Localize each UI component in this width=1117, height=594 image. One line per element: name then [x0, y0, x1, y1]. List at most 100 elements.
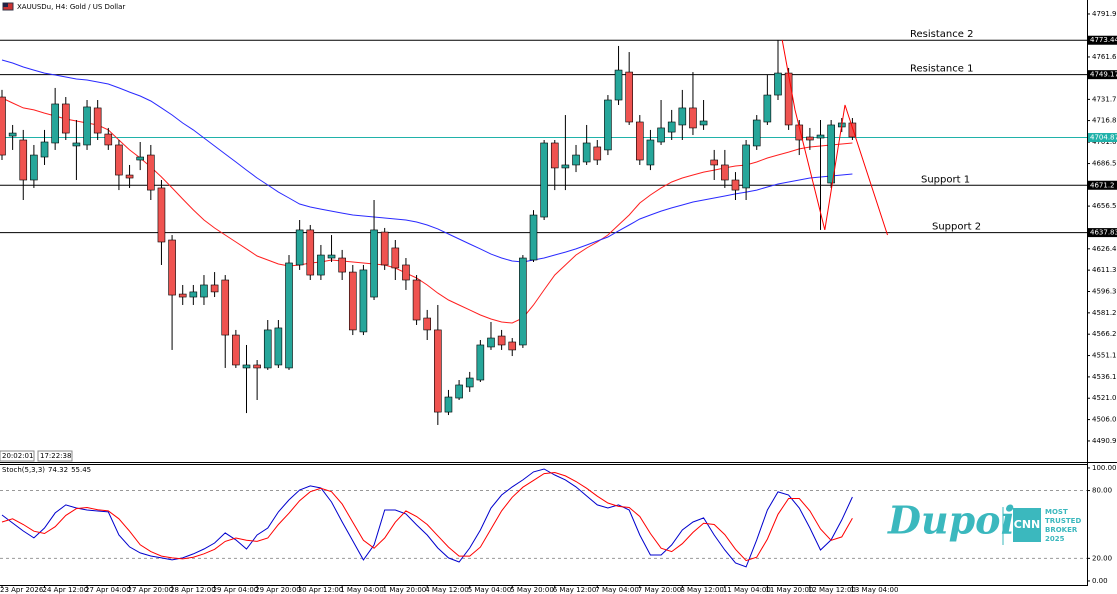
x-tick-label: 12 May 12:00 — [808, 586, 856, 594]
candle-body — [678, 107, 687, 126]
candle-body — [689, 107, 697, 129]
candle-body — [519, 257, 527, 346]
candle-body — [125, 174, 134, 179]
y-tick-label: 4686.50 — [1092, 160, 1117, 168]
candle-body — [721, 164, 729, 181]
x-tick-label: 11 May 20:00 — [765, 586, 813, 594]
candle-body — [710, 159, 719, 166]
indicator-value: Stoch(5,3,3) — [2, 466, 45, 474]
candle-body — [774, 72, 782, 96]
candle-body — [136, 156, 144, 161]
y-tick-label: 100.00 — [1092, 464, 1117, 472]
candle-body — [434, 329, 442, 413]
candle-body — [348, 271, 357, 331]
level-tag — [1088, 132, 1117, 142]
x-tick-label: 27 Apr 04:00 — [85, 586, 131, 594]
x-tick-label: 5 May 20:00 — [510, 586, 554, 594]
x-tick-label: 24 Apr 12:00 — [43, 586, 89, 594]
y-tick-label: 4731.75 — [1092, 95, 1117, 103]
candle-body — [784, 72, 793, 126]
candle-body — [699, 120, 708, 126]
candle-body — [508, 341, 517, 351]
level-tag — [1088, 228, 1117, 238]
candle-body — [752, 119, 761, 147]
y-tick-label: 4611.35 — [1092, 266, 1117, 274]
candle-body — [178, 293, 187, 298]
x-tick-label: 29 Apr 20:00 — [255, 586, 301, 594]
candle-body — [529, 214, 538, 261]
logo: Dupoin CNN MOST TRUSTED BROKER 2025 — [887, 498, 1081, 545]
x-tick-label: 5 May 04:00 — [468, 586, 512, 594]
candle-body — [763, 94, 772, 123]
candle-body — [157, 187, 166, 243]
candle-body — [497, 335, 506, 346]
candle-body — [317, 254, 325, 276]
candle-body — [242, 364, 251, 369]
candle-body — [444, 396, 453, 413]
y-tick-label: 4791.95 — [1092, 10, 1117, 18]
y-tick-label: 4536.10 — [1092, 373, 1117, 381]
level-name: Resistance 2 — [910, 29, 973, 40]
candle-body — [61, 103, 70, 134]
candle-body — [816, 134, 825, 139]
candle-body — [0, 96, 6, 156]
level-name: Support 1 — [921, 174, 970, 185]
candle-body — [72, 142, 81, 147]
candle-body — [104, 133, 113, 146]
time-marker: 20:02:01 — [2, 452, 33, 460]
badge-text: CNN — [1014, 518, 1041, 531]
y-tick-label: 4521.05 — [1092, 394, 1117, 402]
y-tick-label: 4716.80 — [1092, 117, 1117, 125]
candle-body — [487, 337, 495, 348]
annotation-line — [781, 39, 888, 236]
y-tick-label: 4626.40 — [1092, 245, 1117, 253]
candle-body — [391, 247, 400, 269]
candle-body — [476, 344, 485, 381]
candle-body — [380, 231, 389, 266]
candle-body — [806, 136, 814, 141]
tagline: TRUSTED — [1045, 517, 1081, 525]
candle-body — [848, 122, 857, 138]
candle-body — [51, 103, 59, 144]
candle-body — [667, 121, 676, 133]
candle-body — [614, 69, 623, 101]
candle-body — [19, 139, 28, 181]
y-tick-label: 4656.50 — [1092, 202, 1117, 210]
time-box — [0, 450, 35, 462]
moving-average — [1, 97, 853, 324]
candle-body — [189, 291, 198, 298]
y-tick-label: 4506.00 — [1092, 416, 1117, 424]
candle-body — [582, 142, 591, 163]
candle-body — [263, 329, 272, 369]
candle-body — [402, 264, 410, 281]
candle-body — [635, 121, 644, 161]
candle-body — [423, 317, 432, 331]
indicator-title: Stoch(5,3,3) 74.32 55.45 — [2, 466, 91, 474]
moving-average — [1, 59, 853, 263]
level-name: Resistance 1 — [910, 64, 973, 75]
tagline: BROKER — [1045, 526, 1078, 534]
candle-body — [221, 279, 230, 336]
x-tick-label: 1 May 20:00 — [383, 586, 427, 594]
candle-body — [593, 146, 602, 161]
candle-body — [8, 132, 17, 137]
candle-body — [285, 262, 293, 369]
candle-body — [561, 164, 570, 169]
y-tick-label: 20.00 — [1092, 554, 1112, 562]
candle-body — [210, 284, 219, 293]
stoch-line — [1, 471, 853, 562]
candle-body — [731, 179, 740, 191]
candle-body — [338, 257, 346, 273]
candle-body — [306, 229, 315, 276]
candle-body — [295, 229, 304, 266]
candle-body — [40, 141, 49, 158]
x-tick-label: 4 May 12:00 — [425, 586, 469, 594]
y-tick-label: 4581.25 — [1092, 309, 1117, 317]
level-tag — [1088, 35, 1117, 45]
y-tick-label: 4551.15 — [1092, 352, 1117, 360]
candle-body — [572, 154, 580, 166]
candle-body — [455, 384, 463, 399]
level-value: 4704.87 — [1090, 133, 1117, 141]
symbol-flag — [2, 2, 14, 11]
